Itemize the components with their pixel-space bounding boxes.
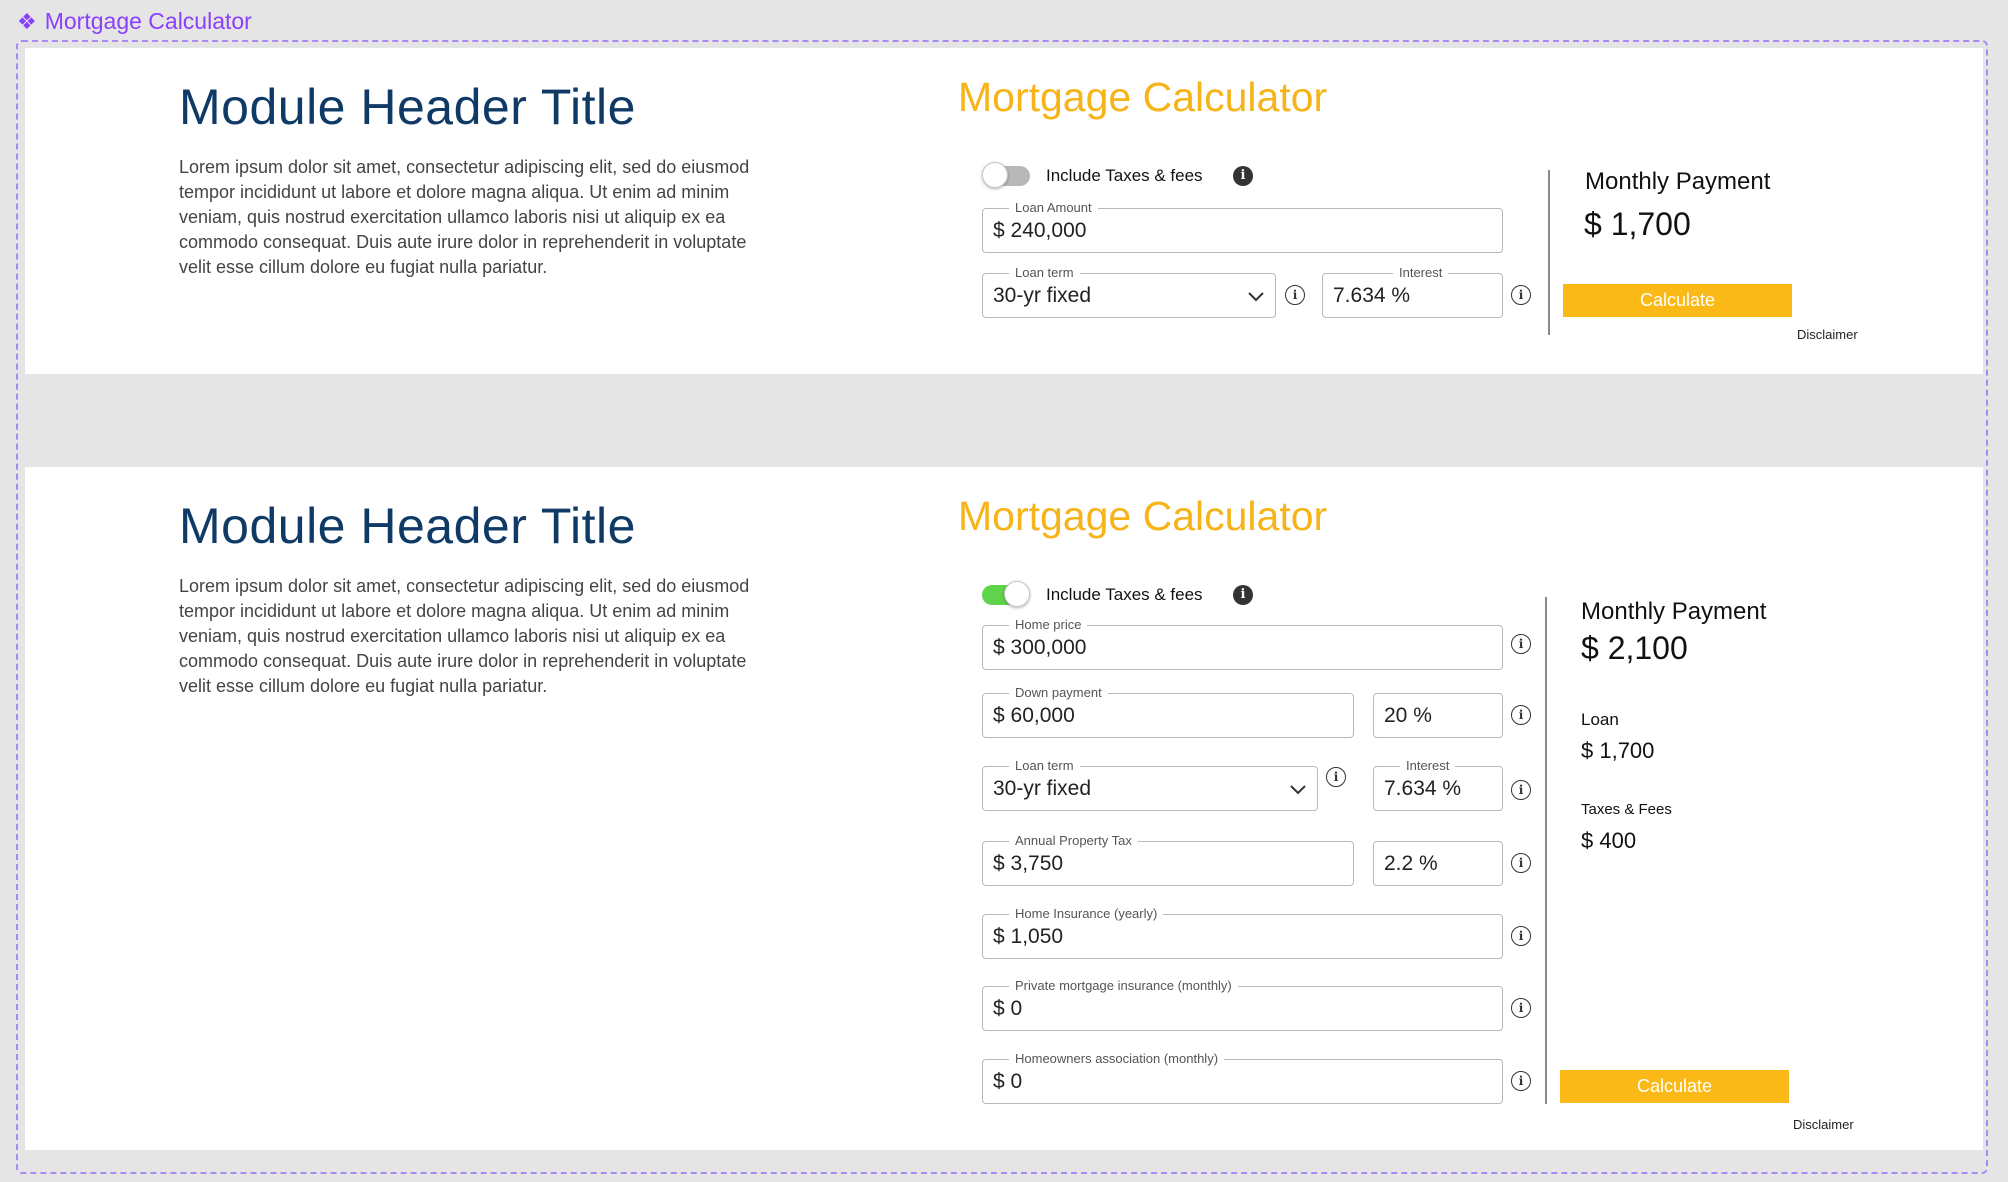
property-tax-label: Annual Property Tax [1009, 833, 1138, 849]
disclaimer-link[interactable]: Disclaimer [1793, 1117, 1854, 1132]
component-frame-border [16, 40, 1988, 1174]
info-icon[interactable]: i [1511, 998, 1531, 1018]
include-taxes-label: Include Taxes & fees [1046, 585, 1203, 604]
component-frame-title: Mortgage Calculator [44, 8, 252, 34]
info-icon[interactable]: i [1511, 634, 1531, 654]
monthly-payment-label: Monthly Payment [1581, 598, 1767, 625]
include-taxes-label: Include Taxes & fees [1046, 166, 1203, 185]
calculate-button[interactable]: Calculate [1563, 284, 1792, 317]
info-icon[interactable]: i [1285, 285, 1305, 305]
monthly-payment-value: $ 2,100 [1581, 630, 1688, 666]
calculator-title: Mortgage Calculator [958, 493, 1328, 539]
down-payment-value: $ 60,000 [993, 703, 1075, 727]
interest-label: Interest [1393, 265, 1449, 281]
calculate-button[interactable]: Calculate [1560, 1070, 1789, 1103]
hoa-value: $ 0 [993, 1069, 1023, 1093]
info-icon[interactable]: i [1233, 166, 1253, 186]
loan-breakdown-value: $ 1,700 [1581, 738, 1655, 763]
taxes-fees-value: $ 400 [1581, 828, 1637, 853]
down-payment-percent-value: 20 % [1384, 703, 1432, 727]
module-header-title: Module Header Title [179, 498, 636, 554]
chevron-down-icon [1290, 784, 1306, 794]
taxes-toggle-row: Include Taxes & fees [982, 162, 1203, 188]
taxes-fees-label: Taxes & Fees [1581, 801, 1672, 818]
pmi-label: Private mortgage insurance (monthly) [1009, 978, 1238, 994]
loan-amount-field[interactable]: Loan Amount $ 240,000 [982, 200, 1503, 253]
home-insurance-value: $ 1,050 [993, 924, 1064, 948]
pmi-field[interactable]: Private mortgage insurance (monthly) $ 0 [982, 978, 1503, 1031]
include-taxes-toggle[interactable] [982, 581, 1030, 607]
results-divider [1548, 170, 1550, 335]
down-payment-percent-field[interactable]: 20 % [1373, 693, 1503, 738]
info-icon[interactable]: i [1511, 780, 1531, 800]
home-price-field[interactable]: Home price $ 300,000 [982, 617, 1503, 670]
interest-label: Interest [1400, 758, 1456, 774]
hoa-field[interactable]: Homeowners association (monthly) $ 0 [982, 1051, 1503, 1104]
disclaimer-link[interactable]: Disclaimer [1797, 327, 1858, 342]
calculator-title: Mortgage Calculator [958, 74, 1328, 120]
chevron-down-icon [1248, 291, 1264, 301]
property-tax-field[interactable]: Annual Property Tax $ 3,750 [982, 833, 1354, 886]
loan-term-value: 30-yr fixed [993, 283, 1092, 307]
loan-amount-value: $ 240,000 [993, 218, 1087, 242]
module-header-title: Module Header Title [179, 79, 636, 135]
toggle-knob [1004, 581, 1030, 607]
loan-breakdown-label: Loan [1581, 710, 1619, 729]
monthly-payment-label: Monthly Payment [1585, 168, 1771, 195]
home-price-value: $ 300,000 [993, 635, 1087, 659]
interest-value: 7.634 % [1384, 776, 1462, 800]
module-body-text: Lorem ipsum dolor sit amet, consectetur … [179, 576, 750, 696]
property-tax-percent-value: 2.2 % [1384, 851, 1438, 875]
home-insurance-label: Home Insurance (yearly) [1009, 906, 1164, 922]
interest-value: 7.634 % [1333, 283, 1411, 307]
toggle-knob [982, 162, 1008, 188]
info-icon[interactable]: i [1233, 585, 1253, 605]
property-tax-value: $ 3,750 [993, 851, 1064, 875]
component-frame-label: ❖ Mortgage Calculator [17, 8, 252, 35]
home-price-label: Home price [1009, 617, 1088, 633]
loan-term-label: Loan term [1009, 265, 1080, 281]
pmi-value: $ 0 [993, 996, 1023, 1020]
module-body-text: Lorem ipsum dolor sit amet, consectetur … [179, 157, 750, 277]
interest-field[interactable]: Interest 7.634 % [1322, 265, 1503, 318]
info-icon[interactable]: i [1326, 767, 1346, 787]
info-icon[interactable]: i [1511, 285, 1531, 305]
loan-term-label: Loan term [1009, 758, 1080, 774]
component-diamond-icon: ❖ [17, 8, 37, 34]
loan-term-value: 30-yr fixed [993, 776, 1092, 800]
down-payment-field[interactable]: Down payment $ 60,000 [982, 685, 1354, 738]
interest-field[interactable]: Interest 7.634 % [1373, 758, 1503, 811]
loan-term-select[interactable]: Loan term 30-yr fixed [982, 265, 1276, 318]
taxes-toggle-row: Include Taxes & fees [982, 581, 1203, 607]
loan-amount-label: Loan Amount [1009, 200, 1098, 216]
results-divider [1545, 597, 1547, 1104]
info-icon[interactable]: i [1511, 853, 1531, 873]
loan-term-select[interactable]: Loan term 30-yr fixed [982, 758, 1318, 811]
property-tax-percent-field[interactable]: 2.2 % [1373, 841, 1503, 886]
info-icon[interactable]: i [1511, 926, 1531, 946]
hoa-label: Homeowners association (monthly) [1009, 1051, 1225, 1067]
monthly-payment-value: $ 1,700 [1584, 206, 1691, 242]
down-payment-label: Down payment [1009, 685, 1108, 701]
info-icon[interactable]: i [1511, 705, 1531, 725]
home-insurance-field[interactable]: Home Insurance (yearly) $ 1,050 [982, 906, 1503, 959]
info-icon[interactable]: i [1511, 1071, 1531, 1091]
include-taxes-toggle[interactable] [982, 162, 1030, 188]
